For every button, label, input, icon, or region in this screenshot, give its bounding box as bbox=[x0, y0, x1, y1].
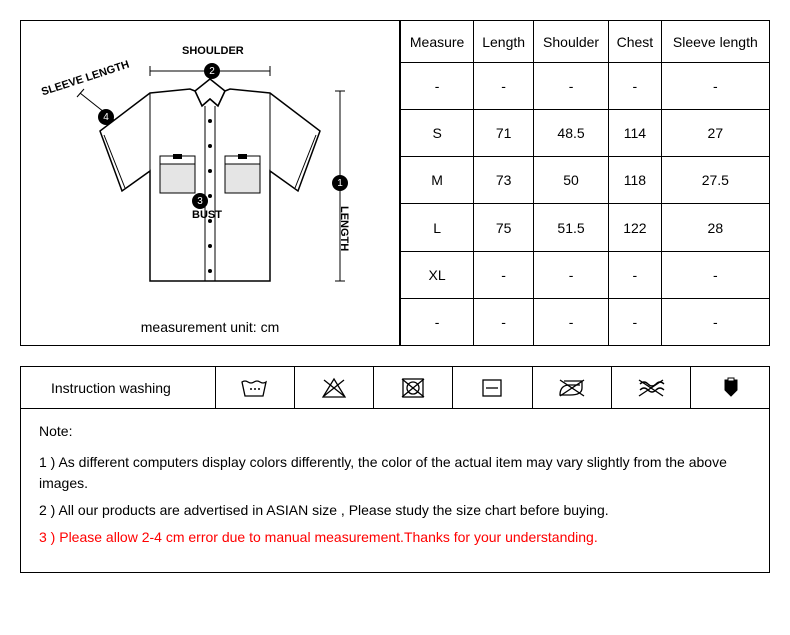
washing-label: Instruction washing bbox=[21, 367, 216, 408]
shirt-diagram-panel: SHOULDER 2 SLEEVE LENGTH 4 LENGTH 1 3 BU… bbox=[20, 20, 400, 346]
shoulder-label: SHOULDER bbox=[182, 45, 244, 57]
table-row: L7551.512228 bbox=[401, 204, 770, 251]
badge-2: 2 bbox=[204, 63, 220, 79]
col-chest: Chest bbox=[609, 21, 662, 63]
table-row: ----- bbox=[401, 63, 770, 110]
top-section: SHOULDER 2 SLEEVE LENGTH 4 LENGTH 1 3 BU… bbox=[20, 20, 770, 346]
washing-instruction-row: Instruction washing bbox=[21, 367, 769, 409]
table-row: XL---- bbox=[401, 251, 770, 298]
dry-flat-icon bbox=[453, 367, 532, 408]
badge-4: 4 bbox=[98, 109, 114, 125]
dryclean-icon bbox=[691, 367, 769, 408]
bust-label: BUST bbox=[192, 209, 222, 221]
notes-box: Note: 1 ) As different computers display… bbox=[21, 409, 769, 572]
badge-3: 3 bbox=[192, 193, 208, 209]
note-title: Note: bbox=[39, 421, 751, 442]
table-row: M735011827.5 bbox=[401, 157, 770, 204]
badge-1: 1 bbox=[332, 175, 348, 191]
size-table-body: ----- S7148.511427 M735011827.5 L7551.51… bbox=[401, 63, 770, 346]
wring-cross-icon bbox=[612, 367, 691, 408]
table-row: S7148.511427 bbox=[401, 110, 770, 157]
note-line-3: 3 ) Please allow 2-4 cm error due to man… bbox=[39, 527, 751, 548]
col-measure: Measure bbox=[401, 21, 474, 63]
wash-tub-icon bbox=[216, 367, 295, 408]
iron-cross-icon bbox=[533, 367, 612, 408]
bottom-section: Instruction washing Note: 1 ) As differe… bbox=[20, 366, 770, 573]
table-header-row: Measure Length Shoulder Chest Sleeve len… bbox=[401, 21, 770, 63]
note-line-1: 1 ) As different computers display color… bbox=[39, 452, 751, 494]
size-chart-table: Measure Length Shoulder Chest Sleeve len… bbox=[400, 20, 770, 346]
col-sleeve: Sleeve length bbox=[661, 21, 769, 63]
bleach-cross-icon bbox=[295, 367, 374, 408]
col-shoulder: Shoulder bbox=[534, 21, 609, 63]
col-length: Length bbox=[474, 21, 534, 63]
table-row: ----- bbox=[401, 298, 770, 345]
shirt-diagram: SHOULDER 2 SLEEVE LENGTH 4 LENGTH 1 3 BU… bbox=[40, 31, 380, 311]
note-line-2: 2 ) All our products are advertised in A… bbox=[39, 500, 751, 521]
measurement-unit-label: measurement unit: cm bbox=[141, 319, 280, 335]
tumble-cross-icon bbox=[374, 367, 453, 408]
length-label: LENGTH bbox=[338, 206, 350, 251]
